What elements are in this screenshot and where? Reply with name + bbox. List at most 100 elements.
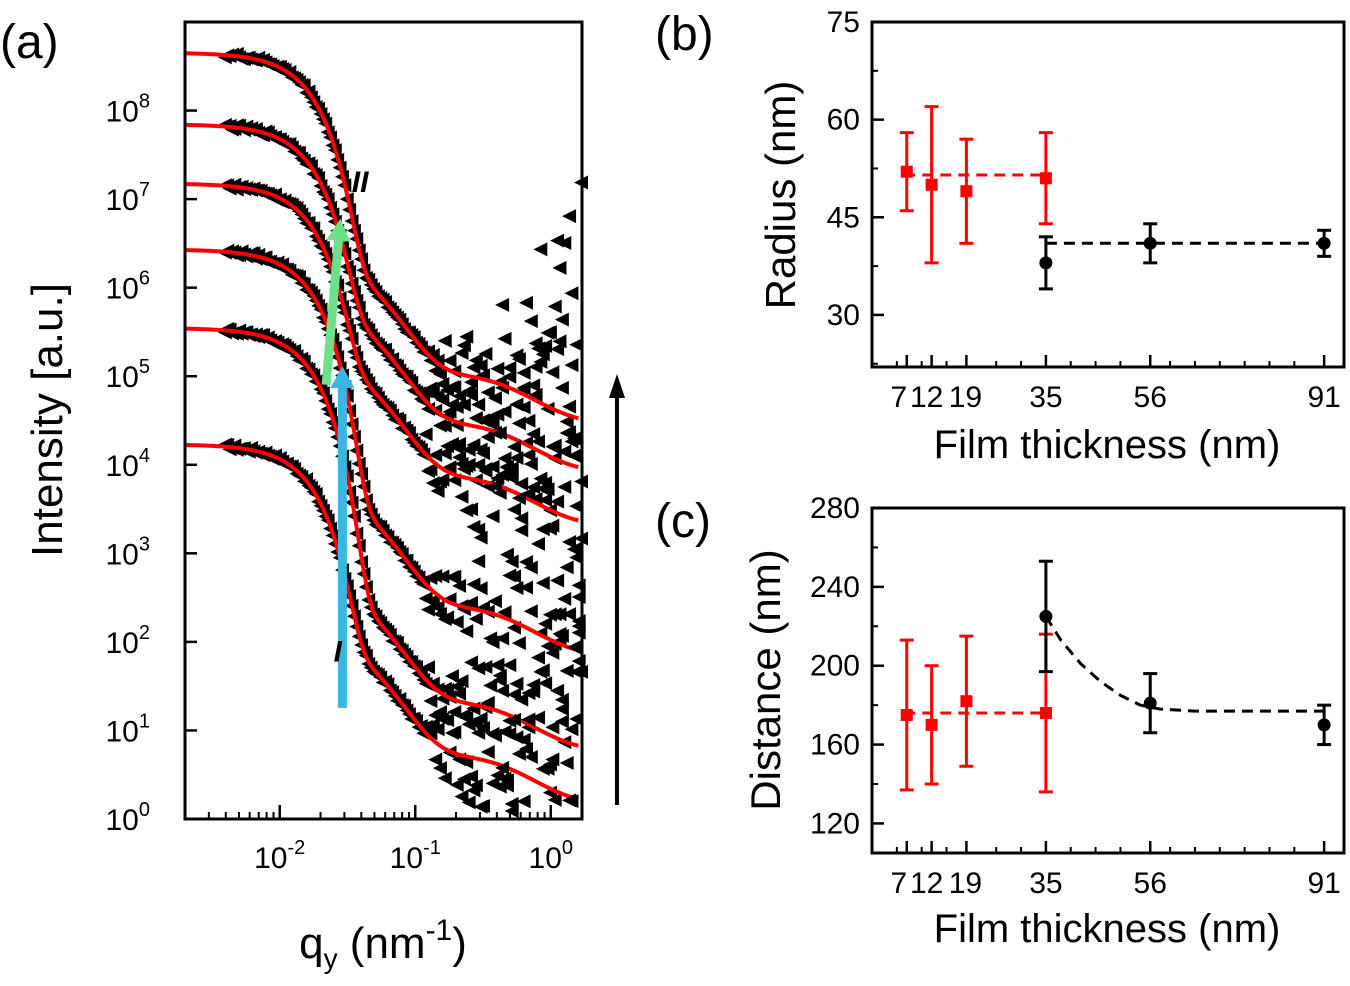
data-point <box>473 530 488 545</box>
data-point <box>428 448 443 463</box>
data-point <box>454 346 469 361</box>
annotation-label-2: II <box>352 166 369 199</box>
y-tick-label: 106 <box>106 268 151 306</box>
y-tick-label: 45 <box>827 201 860 234</box>
data-point <box>1039 172 1052 185</box>
panel-b: (b) 7 12 19 35 56 91 30 45 60 75 Radius (nm) Fil… <box>655 6 1346 467</box>
data-point <box>497 331 512 346</box>
annotation-label-1: I <box>334 636 343 669</box>
data-point <box>540 325 555 340</box>
data-point <box>569 664 584 679</box>
data-point <box>487 594 502 609</box>
data-point <box>507 439 522 454</box>
data-point <box>1039 256 1053 270</box>
data-point <box>449 615 464 630</box>
data-point <box>432 761 447 776</box>
data-point <box>528 387 543 402</box>
data-point <box>511 416 526 431</box>
data-point <box>440 713 455 728</box>
panel-b-plot-area <box>899 105 1332 291</box>
series-1 <box>899 105 1053 265</box>
x-tick-label: 56 <box>1134 867 1167 900</box>
data-point <box>554 701 569 716</box>
data-point <box>499 547 514 562</box>
x-tick-label: 100 <box>529 837 574 875</box>
data-point <box>540 639 555 654</box>
annotation-arrow-head-2 <box>326 218 351 242</box>
data-point <box>900 709 913 721</box>
data-point <box>562 209 577 224</box>
data-point <box>535 576 550 591</box>
data-point <box>487 478 502 493</box>
data-point <box>483 678 498 693</box>
data-point <box>473 442 488 457</box>
fit-line-6 <box>185 51 579 421</box>
data-point <box>550 342 565 357</box>
data-point <box>440 383 455 398</box>
data-point <box>432 367 447 382</box>
data-point <box>497 404 512 419</box>
data-point <box>552 260 567 275</box>
data-point <box>519 580 534 595</box>
data-point <box>526 684 541 699</box>
data-point <box>519 295 534 310</box>
panel-a-x-axis-label: qy (nm-1) <box>299 914 467 974</box>
data-point <box>547 792 562 807</box>
data-point <box>523 560 538 575</box>
data-point <box>900 165 913 178</box>
data-point <box>461 384 476 399</box>
data-point <box>533 664 548 679</box>
data-point <box>464 655 479 670</box>
data-point <box>435 392 450 407</box>
y-tick-label: 107 <box>106 179 151 217</box>
annotation-arrow-head-1 <box>330 366 355 389</box>
series-2 <box>1038 222 1332 291</box>
data-point <box>473 358 488 373</box>
data-point <box>516 794 531 809</box>
data-point <box>495 297 510 312</box>
data-point <box>552 334 567 349</box>
data-point <box>530 650 545 665</box>
data-point <box>504 554 519 569</box>
fit-line-4 <box>185 182 579 523</box>
data-point <box>550 233 565 248</box>
data-point <box>514 692 529 707</box>
data-point <box>478 659 493 674</box>
panel-a: (a) III 10-2 10-1 100 10010110210310410510… <box>0 16 625 974</box>
annotation-arrow-shaft-2 <box>321 240 343 386</box>
data-point <box>557 591 572 606</box>
data-point <box>502 360 517 375</box>
data-point <box>452 578 467 593</box>
panel-b-y-ticks: 30 45 60 75 <box>827 6 884 365</box>
data-point <box>564 794 579 809</box>
data-point <box>545 752 560 767</box>
data-point <box>461 457 476 472</box>
data-point <box>523 314 538 329</box>
data-point <box>418 427 433 442</box>
data-point <box>960 185 973 198</box>
data-point <box>490 407 505 422</box>
data-point <box>559 414 574 429</box>
data-point <box>492 779 507 794</box>
series-2 <box>1038 559 1332 747</box>
data-point <box>497 451 512 466</box>
data-point <box>562 399 577 414</box>
data-point <box>554 714 569 729</box>
panel-c-x-ticks: 7 12 19 35 56 91 <box>890 841 1341 900</box>
data-point <box>564 358 579 373</box>
data-point <box>564 286 579 301</box>
data-point <box>559 425 574 440</box>
data-point <box>545 518 560 533</box>
panel-a-y-ticks: 100 101 102 103 104 105 106 107 108 <box>106 91 197 837</box>
data-point <box>569 499 584 514</box>
data-point <box>459 624 474 639</box>
data-point <box>514 476 529 491</box>
data-point <box>485 414 500 429</box>
data-point <box>566 542 581 557</box>
data-point <box>485 459 500 474</box>
y-tick-label: 280 <box>810 492 860 525</box>
y-tick-label: 105 <box>106 356 151 394</box>
data-point <box>471 397 486 412</box>
data-point <box>456 338 471 353</box>
y-tick-label: 103 <box>106 533 151 571</box>
